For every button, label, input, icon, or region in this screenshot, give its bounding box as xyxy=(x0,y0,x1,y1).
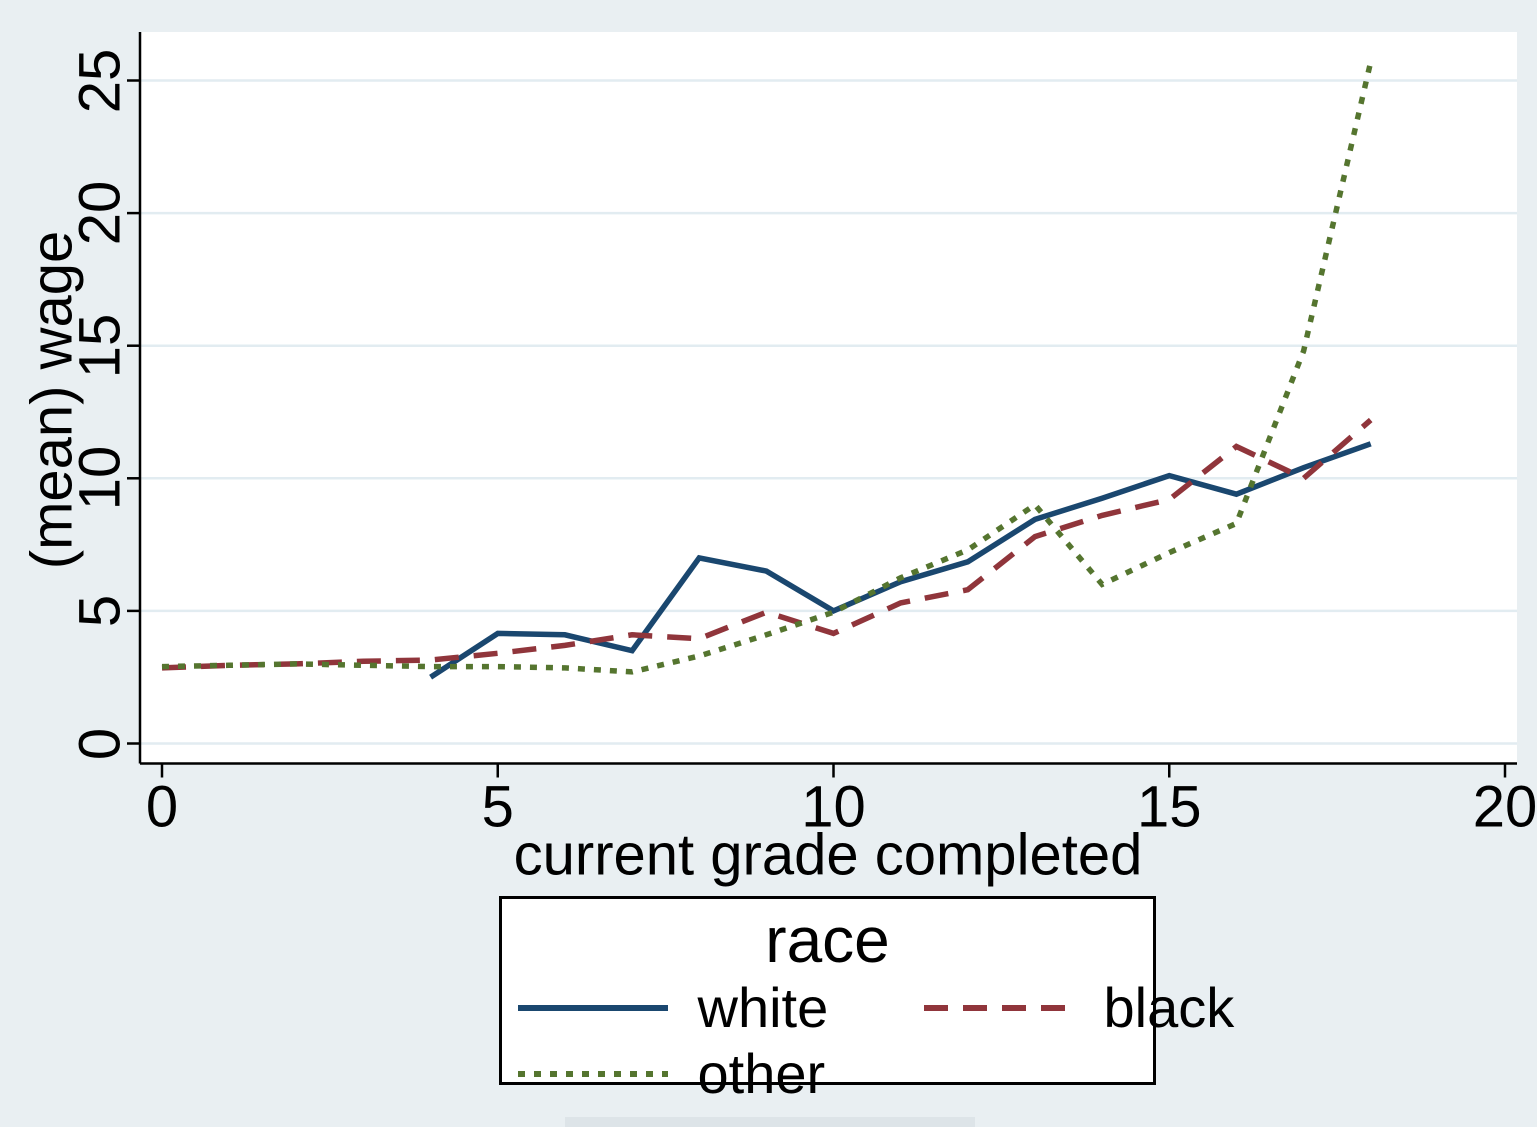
legend-sample-other-line xyxy=(517,1071,668,1078)
x-axis-title: current grade completed xyxy=(513,822,1143,888)
y-tick-label-5: 5 xyxy=(67,594,133,628)
y-axis-title: (mean) wage xyxy=(19,230,85,570)
legend-label-white: white xyxy=(697,976,829,1040)
series-line-black xyxy=(161,417,1373,671)
y-tick-label-15: 15 xyxy=(67,313,133,378)
legend-sample-black-line xyxy=(923,1005,1074,1012)
series-line-white xyxy=(429,441,1372,680)
series-line-other xyxy=(161,61,1374,675)
x-tick-label-5: 5 xyxy=(481,774,514,840)
legend-grid: white black other xyxy=(517,976,1234,1106)
y-tick-label-20: 20 xyxy=(67,180,133,246)
legend-title: race xyxy=(765,904,890,976)
y-tick-label-0: 0 xyxy=(67,727,133,760)
legend-label-other: other xyxy=(697,1042,826,1106)
legend-sample-white-line xyxy=(517,1005,668,1012)
y-tick-label-25: 25 xyxy=(67,48,133,113)
x-tick-label-0: 0 xyxy=(145,774,179,840)
window-edge-shadow xyxy=(565,1117,975,1127)
y-tick-label-10: 10 xyxy=(67,446,133,511)
x-tick-label-15: 15 xyxy=(1136,774,1202,840)
x-tick-label-20: 20 xyxy=(1472,774,1537,840)
x-tick-label-10: 10 xyxy=(801,774,866,840)
legend: race white black other xyxy=(499,896,1234,1102)
legend-label-black: black xyxy=(1103,976,1235,1040)
